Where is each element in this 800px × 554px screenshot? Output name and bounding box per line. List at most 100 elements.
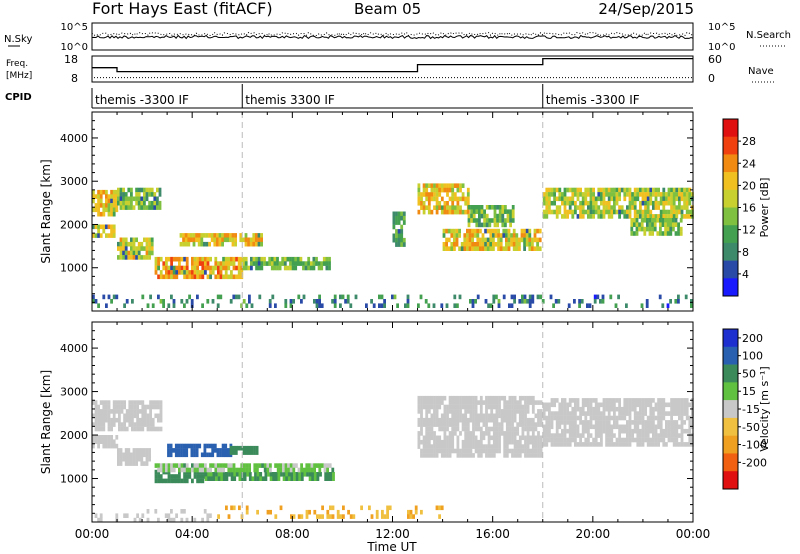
heatmap-cell [453, 228, 456, 234]
heatmap-cell [566, 442, 569, 447]
heatmap-cell [190, 299, 194, 304]
heatmap-cell [487, 453, 491, 458]
heatmap-cell [688, 214, 692, 219]
heatmap-cell [406, 294, 410, 300]
heatmap-cell [443, 439, 447, 445]
heatmap-cell [679, 231, 683, 236]
heatmap-cell [214, 265, 218, 271]
heatmap-cell [669, 218, 673, 223]
heatmap-cell [235, 294, 238, 300]
heatmap-cell [187, 233, 191, 238]
heatmap-cell [455, 237, 459, 243]
heatmap-cell [420, 409, 423, 414]
heatmap-cell [652, 411, 655, 416]
heatmap-cell [285, 472, 289, 477]
heatmap-cell [180, 517, 184, 523]
heatmap-cell [571, 415, 575, 421]
heatmap-cell [201, 463, 205, 468]
heatmap-cell [293, 472, 296, 477]
heatmap-cell [122, 241, 125, 247]
heatmap-cell [453, 233, 456, 238]
heatmap-cell [525, 242, 529, 247]
heatmap-cell [132, 196, 136, 202]
heatmap-cell [130, 246, 133, 251]
heatmap-cell [639, 406, 642, 412]
heatmap-cell [258, 294, 262, 300]
heatmap-cell [451, 400, 455, 405]
heatmap-cell [153, 192, 157, 197]
heatmap-cell [140, 200, 144, 206]
heatmap-cell [528, 303, 532, 308]
heatmap-cell [459, 409, 462, 414]
heatmap-cell [140, 461, 144, 466]
heatmap-cell [208, 241, 211, 247]
heatmap-cell [628, 420, 632, 425]
heatmap-cell [117, 448, 120, 453]
heatmap-cell [456, 409, 460, 414]
colorbar-tick-label: 16 [742, 202, 756, 215]
heatmap-cell [440, 196, 444, 202]
heatmap-cell [206, 274, 210, 280]
heatmap-cell [466, 431, 470, 436]
heatmap-cell [180, 467, 184, 473]
heatmap-cell [213, 241, 217, 247]
heatmap-cell [641, 420, 645, 425]
heatmap-cell [417, 196, 421, 202]
heatmap-cell [185, 463, 189, 468]
heatmap-cell [672, 433, 676, 438]
heatmap-cell [196, 467, 199, 473]
heatmap-cell [553, 196, 556, 202]
heatmap-cell [680, 402, 684, 408]
heatmap-cell [464, 409, 468, 414]
heatmap-cell [539, 439, 543, 445]
heatmap-cell [594, 428, 598, 434]
heatmap-cell [490, 448, 494, 454]
heatmap-cell [133, 422, 137, 427]
heatmap-cell [599, 299, 602, 304]
heatmap-cell [293, 476, 296, 481]
heatmap-cell [107, 443, 111, 449]
heatmap-cell [229, 445, 233, 451]
heatmap-cell [662, 411, 666, 416]
heatmap-cell [324, 472, 328, 477]
heatmap-cell [550, 415, 554, 421]
heatmap-cell [589, 424, 593, 430]
heatmap-cell [206, 467, 210, 473]
heatmap-cell [271, 294, 275, 300]
heatmap-cell [688, 192, 692, 197]
heatmap-cell [315, 299, 319, 304]
heatmap-cell [513, 395, 517, 401]
heatmap-cell [492, 422, 496, 427]
heatmap-cell [542, 196, 546, 202]
heatmap-cell [669, 231, 673, 236]
heatmap-cell [216, 303, 220, 308]
heatmap-cell [657, 437, 660, 443]
heatmap-cell [470, 205, 473, 210]
heatmap-cell [149, 422, 152, 427]
heatmap-cell [289, 299, 293, 304]
heatmap-cell [589, 209, 593, 215]
heatmap-cell [571, 209, 575, 215]
heatmap-cell [480, 213, 484, 219]
heatmap-cell [325, 256, 329, 262]
heatmap-cell [226, 448, 230, 453]
heatmap-cell [592, 415, 595, 421]
heatmap-cell [417, 422, 421, 427]
heatmap-cell [488, 222, 492, 228]
heatmap-cell [274, 472, 278, 477]
heatmap-cell [122, 196, 125, 202]
heatmap-cell [563, 192, 567, 197]
heatmap-cell [489, 303, 493, 308]
heatmap-cell [430, 413, 434, 419]
heatmap-cell [674, 299, 678, 304]
heatmap-cell [548, 192, 551, 197]
heatmap-cell [407, 509, 410, 515]
heatmap-cell [628, 398, 632, 403]
heatmap-cell [567, 303, 571, 308]
heatmap-cell [174, 443, 178, 449]
heatmap-cell [445, 246, 448, 251]
heatmap-cell [550, 437, 554, 443]
heatmap-cell [691, 192, 694, 197]
heatmap-cell [495, 422, 499, 427]
heatmap-cell [639, 442, 642, 447]
